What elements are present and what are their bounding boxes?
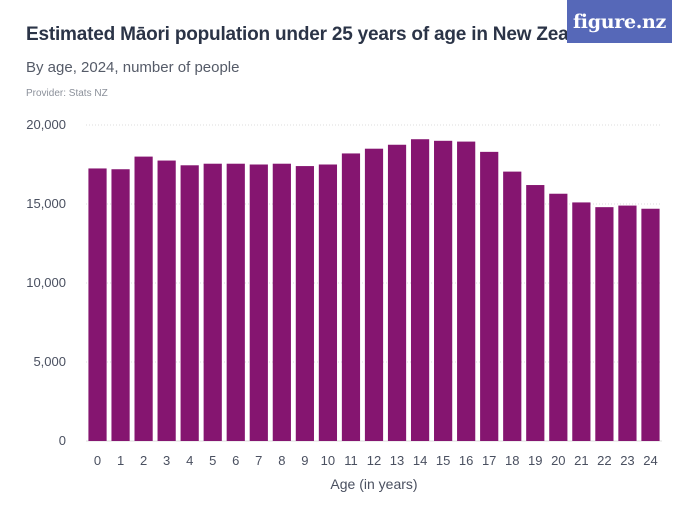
bar-age-24[interactable]	[641, 208, 660, 441]
x-tick-label: 12	[367, 453, 381, 468]
x-tick-label: 24	[643, 453, 657, 468]
x-tick-label: 21	[574, 453, 588, 468]
bar-age-18[interactable]	[503, 171, 522, 442]
x-tick-label: 18	[505, 453, 519, 468]
x-tick-label: 0	[94, 453, 101, 468]
x-tick-label: 1	[117, 453, 124, 468]
y-tick-label: 10,000	[26, 275, 66, 290]
data-provider: Provider: Stats NZ	[26, 88, 108, 99]
bar-age-19[interactable]	[526, 185, 545, 441]
y-tick-label: 20,000	[26, 117, 66, 132]
x-tick-label: 5	[209, 453, 216, 468]
bar-age-9[interactable]	[295, 166, 314, 441]
x-tick-label: 13	[390, 453, 404, 468]
x-tick-label: 16	[459, 453, 473, 468]
bar-age-13[interactable]	[387, 144, 407, 441]
bar-age-12[interactable]	[364, 148, 384, 441]
bar-age-23[interactable]	[618, 205, 637, 441]
x-tick-label: 20	[551, 453, 565, 468]
y-tick-label: 5,000	[33, 354, 66, 369]
chart-subtitle: By age, 2024, number of people	[26, 59, 240, 76]
x-tick-label: 9	[301, 453, 308, 468]
x-tick-label: 22	[597, 453, 611, 468]
bar-age-3[interactable]	[157, 160, 176, 442]
x-tick-label: 23	[620, 453, 634, 468]
bar-age-20[interactable]	[549, 193, 568, 441]
x-tick-label: 14	[413, 453, 427, 468]
bars	[88, 139, 660, 442]
x-tick-label: 17	[482, 453, 496, 468]
x-axis-title: Age (in years)	[330, 476, 417, 492]
x-tick-label: 3	[163, 453, 170, 468]
y-tick-label: 15,000	[26, 196, 66, 211]
bar-age-14[interactable]	[410, 139, 430, 441]
bar-age-11[interactable]	[341, 153, 361, 441]
x-tick-label: 6	[232, 453, 239, 468]
figure-nz-logo[interactable]: figure.nz	[567, 0, 672, 43]
x-tick-label: 8	[278, 453, 285, 468]
x-tick-label: 2	[140, 453, 147, 468]
bar-age-16[interactable]	[457, 141, 476, 441]
bar-age-22[interactable]	[595, 207, 614, 441]
y-axis-tick-labels: 0 5,000 10,000 15,000 20,000	[26, 117, 66, 448]
y-tick-label: 0	[59, 433, 66, 448]
bar-age-21[interactable]	[572, 202, 591, 441]
bar-age-4[interactable]	[180, 165, 199, 442]
x-axis-tick-labels: 0 1 2 3 4 5 6 7 8 9 10 11 12 13 14 15 16 17 18 19 20 21 22 23 24	[94, 453, 658, 468]
x-tick-label: 15	[436, 453, 450, 468]
x-tick-label: 11	[344, 453, 358, 468]
bar-age-2[interactable]	[134, 156, 153, 441]
x-tick-label: 4	[186, 453, 193, 468]
bar-age-1[interactable]	[111, 169, 130, 442]
bar-age-8[interactable]	[272, 163, 291, 441]
chart-title: Estimated Māori population under 25 year…	[26, 24, 607, 45]
bar-age-5[interactable]	[203, 163, 222, 441]
bar-age-17[interactable]	[480, 151, 499, 442]
bar-age-7[interactable]	[249, 164, 268, 442]
bar-age-10[interactable]	[318, 164, 338, 442]
bar-age-0[interactable]	[88, 168, 107, 441]
x-tick-label: 19	[528, 453, 542, 468]
bar-age-6[interactable]	[226, 163, 245, 441]
bar-age-15[interactable]	[434, 140, 453, 442]
x-tick-label: 10	[321, 453, 335, 468]
x-tick-label: 7	[255, 453, 262, 468]
